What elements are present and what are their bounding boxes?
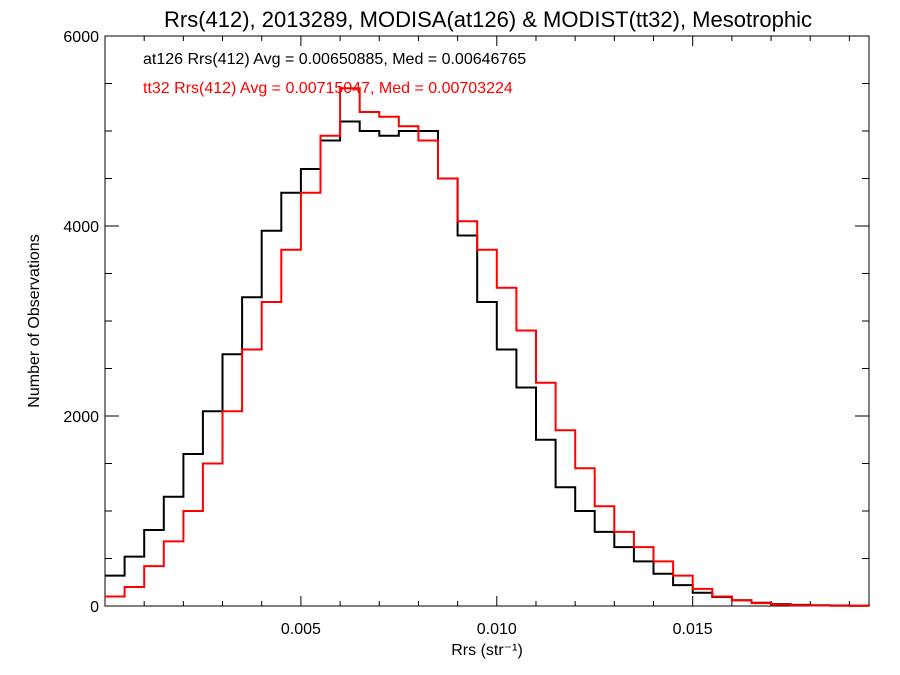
x-tick-label: 0.015 xyxy=(673,621,713,638)
tick-labels: 0.005 0.010 0.015 0 2000 4000 6000 xyxy=(63,29,712,638)
series-line-1 xyxy=(105,120,870,607)
axis-ticks xyxy=(105,35,869,607)
y-tick-label: 0 xyxy=(90,599,99,616)
series-layer xyxy=(105,87,870,607)
annotation-series-2: tt32 Rrs(412) Avg = 0.00715047, Med = 0.… xyxy=(143,80,513,97)
y-axis-label: Number of Observations xyxy=(26,234,43,407)
x-tick-label: 0.005 xyxy=(281,621,321,638)
x-axis-label: Rrs (str⁻¹) xyxy=(451,642,523,659)
chart-title: Rrs(412), 2013289, MODISA(at126) & MODIS… xyxy=(164,7,812,32)
plot-frame xyxy=(104,35,870,607)
annotation-series-1: at126 Rrs(412) Avg = 0.00650885, Med = 0… xyxy=(143,51,526,68)
y-tick-label: 2000 xyxy=(63,409,99,426)
series-line-2 xyxy=(105,87,870,607)
y-tick-label: 6000 xyxy=(63,29,99,46)
y-tick-label: 4000 xyxy=(63,219,99,236)
x-tick-label: 0.010 xyxy=(477,621,517,638)
